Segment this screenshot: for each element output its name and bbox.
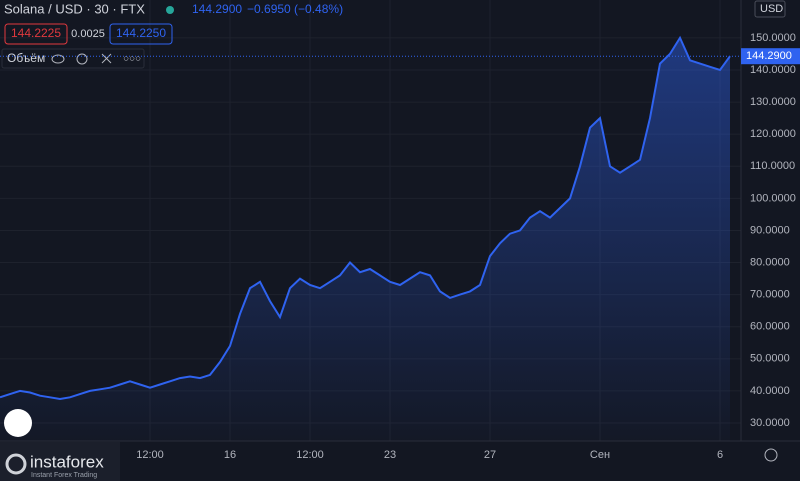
- area: [0, 37, 730, 442]
- price-tag: [741, 48, 800, 65]
- y-tick-label: 30.0000: [750, 417, 790, 429]
- y-tick-label: 130.0000: [750, 96, 796, 108]
- y-tick-label: 110.0000: [750, 160, 795, 172]
- brand-sub: Instant Forex Trading: [31, 472, 97, 479]
- y-tick-label: 150.0000: [750, 32, 796, 44]
- status-dot: [166, 6, 174, 14]
- y-tick-label: 90.0000: [750, 224, 790, 236]
- tv-logo: [4, 409, 32, 437]
- more-icon[interactable]: ○○○: [123, 54, 141, 65]
- volume-label: Объём: [7, 51, 45, 65]
- x-tick-label: 6: [717, 449, 723, 461]
- y-tick-label: 40.0000: [750, 385, 790, 397]
- x-tick-label: 12:00: [136, 449, 164, 461]
- currency: USD: [760, 3, 783, 15]
- y-tick-label: 80.0000: [750, 256, 790, 268]
- brand: instaforex: [30, 452, 104, 471]
- settings-icon[interactable]: [764, 448, 778, 462]
- y-tick-label: 60.0000: [750, 321, 790, 333]
- last-price: 144.2900: [192, 2, 242, 16]
- x-tick-label: 27: [484, 449, 496, 461]
- x-tick-label: 23: [384, 449, 396, 461]
- ask: 144.2250: [116, 26, 166, 40]
- brand-logo: [5, 453, 27, 475]
- y-tick-label: 50.0000: [750, 353, 790, 365]
- price-change: −0.6950 (−0.48%): [247, 2, 343, 16]
- y-tick-label: 100.0000: [750, 192, 796, 204]
- symbol: Solana / USD · 30 · FTX: [4, 1, 145, 16]
- y-tick-label: 70.0000: [750, 289, 790, 301]
- volume-legend: [1, 48, 145, 69]
- brand-area: [0, 442, 120, 481]
- bid-box[interactable]: [4, 23, 68, 45]
- y-tick-label: 120.0000: [750, 128, 796, 140]
- x-tick-label: 16: [224, 449, 236, 461]
- close-icon[interactable]: [101, 53, 112, 64]
- spread: 0.0025: [71, 28, 105, 40]
- plot: [0, 35, 731, 442]
- ask-box[interactable]: [109, 23, 173, 45]
- eye-icon[interactable]: [51, 54, 65, 64]
- price-line: [0, 35, 731, 401]
- y-tick-label: 140.0000: [750, 64, 796, 76]
- x-tick-label: 12:00: [296, 449, 324, 461]
- bid: 144.2225: [11, 26, 61, 40]
- currency-box[interactable]: [754, 0, 786, 18]
- x-tick-label: Сен: [590, 449, 610, 461]
- settings-icon[interactable]: [76, 53, 88, 65]
- price-tag-label: 144.2900: [746, 50, 792, 62]
